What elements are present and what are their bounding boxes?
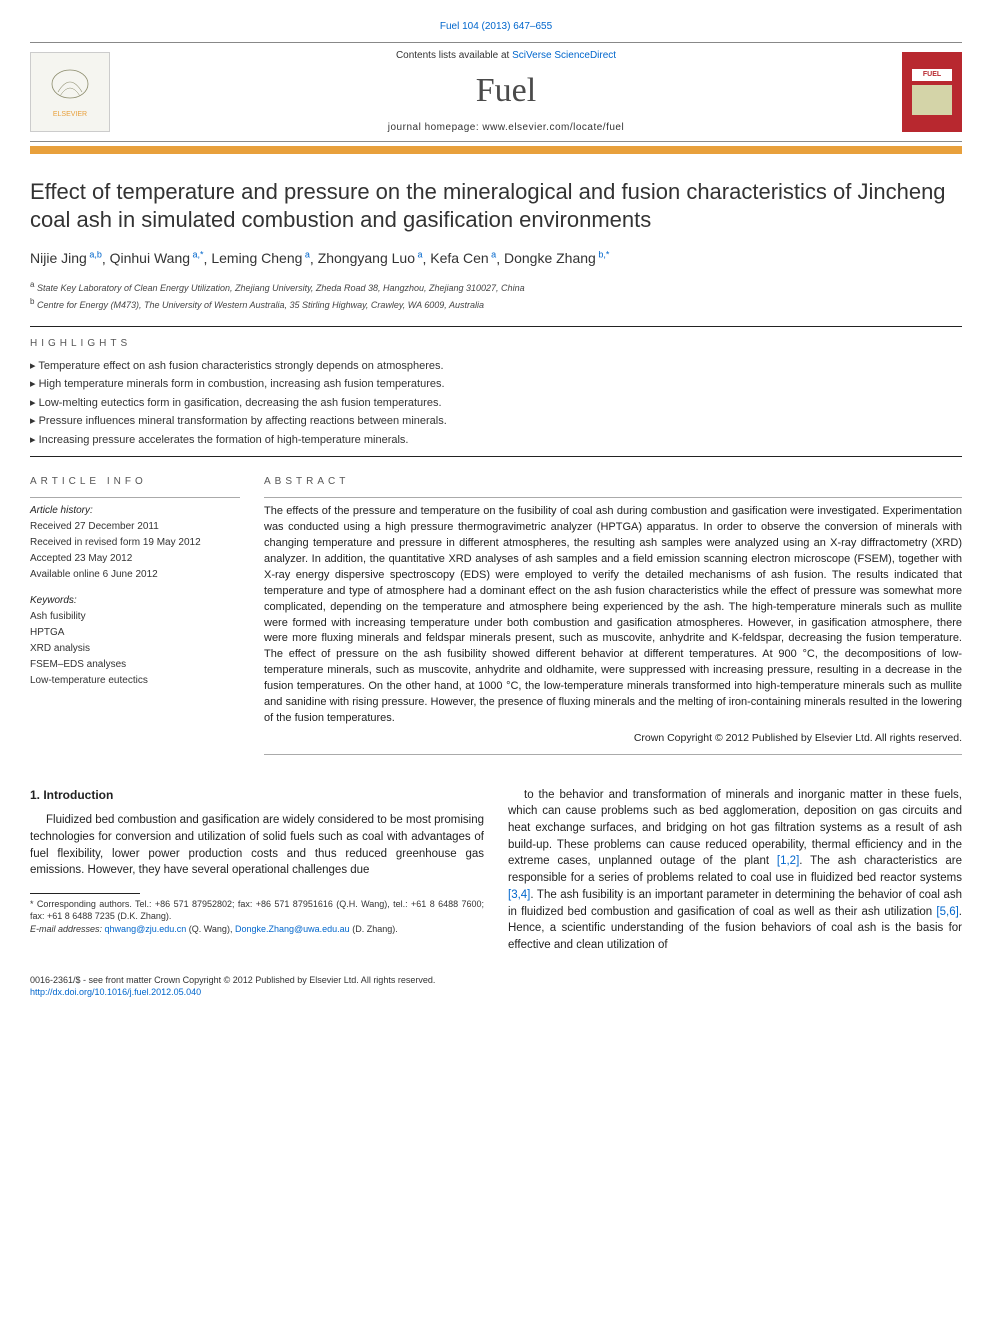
divider-light <box>264 754 962 755</box>
contents-text: Contents lists available at <box>396 50 509 61</box>
email-2[interactable]: Dongke.Zhang@uwa.edu.au <box>235 924 350 934</box>
highlights-list: Temperature effect on ash fusion charact… <box>30 359 962 448</box>
reference-link[interactable]: [5,6] <box>936 906 958 918</box>
reference-link[interactable]: [1,2] <box>777 855 799 867</box>
affiliations: a State Key Laboratory of Clean Energy U… <box>30 279 962 312</box>
article-info-heading: ARTICLE INFO <box>30 475 240 489</box>
abstract-heading: ABSTRACT <box>264 475 962 489</box>
cover-title: FUEL <box>912 69 952 81</box>
corresponding-author-note: * Corresponding authors. Tel.: +86 571 8… <box>30 898 484 923</box>
introduction-heading: 1. Introduction <box>30 787 484 804</box>
author-sup: a <box>489 250 497 260</box>
reference-link[interactable]: [3,4] <box>508 889 530 901</box>
email-2-who: (D. Zhang). <box>352 924 398 934</box>
info-abstract-row: ARTICLE INFO Article history: Received 2… <box>30 465 962 761</box>
keywords-block: Keywords: Ash fusibility HPTGA XRD analysi… <box>30 594 240 688</box>
history-received: Received 27 December 2011 <box>30 520 240 534</box>
author-sup: a <box>415 250 423 260</box>
highlight-item: Low-melting eutectics form in gasificati… <box>30 396 962 411</box>
email-1-who: (Q. Wang), <box>189 924 233 934</box>
journal-name: Fuel <box>110 67 902 115</box>
author-sup: a,* <box>190 250 204 260</box>
journal-citation: Fuel 104 (2013) 647–655 <box>30 20 962 34</box>
author: Dongke Zhang b,* <box>504 250 609 266</box>
affiliation: b Centre for Energy (M473), The Universi… <box>30 296 962 313</box>
author: Leming Cheng a <box>211 250 310 266</box>
author: Kefa Cen a <box>430 250 496 266</box>
contents-available: Contents lists available at SciVerse Sci… <box>110 49 902 63</box>
history-label: Article history: <box>30 504 240 518</box>
left-body-column: 1. Introduction Fluidized bed combustion… <box>30 787 484 954</box>
keyword: Ash fusibility <box>30 610 240 624</box>
abstract-text: The effects of the pressure and temperat… <box>264 504 962 727</box>
abstract-column: ABSTRACT The effects of the pressure and… <box>264 465 962 761</box>
highlights-heading: HIGHLIGHTS <box>30 337 962 351</box>
sciencedirect-link[interactable]: SciVerse ScienceDirect <box>512 50 616 61</box>
header-center: Contents lists available at SciVerse Sci… <box>110 49 902 135</box>
author-sup: a,b <box>87 250 102 260</box>
article-info-column: ARTICLE INFO Article history: Received 2… <box>30 465 240 761</box>
divider-light <box>30 497 240 498</box>
author: Qinhui Wang a,* <box>110 250 204 266</box>
front-matter-line: 0016-2361/$ - see front matter Crown Cop… <box>30 974 962 987</box>
author-sup: a <box>302 250 310 260</box>
footnotes: * Corresponding authors. Tel.: +86 571 8… <box>30 898 484 936</box>
highlight-item: Temperature effect on ash fusion charact… <box>30 359 962 374</box>
doi-link[interactable]: http://dx.doi.org/10.1016/j.fuel.2012.05… <box>30 987 201 997</box>
history-accepted: Accepted 23 May 2012 <box>30 552 240 566</box>
authors-list: Nijie Jing a,b, Qinhui Wang a,*, Leming … <box>30 249 962 269</box>
journal-homepage: journal homepage: www.elsevier.com/locat… <box>110 121 902 135</box>
body-text-columns: 1. Introduction Fluidized bed combustion… <box>30 787 962 954</box>
bottom-copyright: 0016-2361/$ - see front matter Crown Cop… <box>30 974 962 999</box>
author-sup: b,* <box>596 250 610 260</box>
email-addresses: E-mail addresses: qhwang@zju.edu.cn (Q. … <box>30 923 484 936</box>
highlight-item: Increasing pressure accelerates the form… <box>30 433 962 448</box>
email-1[interactable]: qhwang@zju.edu.cn <box>105 924 187 934</box>
article-title: Effect of temperature and pressure on th… <box>30 178 962 235</box>
journal-cover: FUEL <box>902 52 962 132</box>
footnote-separator <box>30 893 140 894</box>
highlight-item: Pressure influences mineral transformati… <box>30 414 962 429</box>
author: Nijie Jing a,b <box>30 250 102 266</box>
abstract-copyright: Crown Copyright © 2012 Published by Else… <box>264 731 962 746</box>
divider <box>30 326 962 327</box>
history-revised: Received in revised form 19 May 2012 <box>30 536 240 550</box>
svg-text:ELSEVIER: ELSEVIER <box>53 111 87 118</box>
author: Zhongyang Luo a <box>318 250 423 266</box>
history-online: Available online 6 June 2012 <box>30 568 240 582</box>
right-body-column: to the behavior and transformation of mi… <box>508 787 962 954</box>
keyword: HPTGA <box>30 626 240 640</box>
keyword: FSEM–EDS analyses <box>30 658 240 672</box>
email-label: E-mail addresses: <box>30 924 102 934</box>
journal-header: ELSEVIER Contents lists available at Sci… <box>30 42 962 142</box>
divider-light <box>264 497 962 498</box>
highlight-item: High temperature minerals form in combus… <box>30 377 962 392</box>
elsevier-logo: ELSEVIER <box>30 52 110 132</box>
affiliation: a State Key Laboratory of Clean Energy U… <box>30 279 962 296</box>
orange-accent-bar <box>30 146 962 154</box>
intro-paragraph-left: Fluidized bed combustion and gasificatio… <box>30 812 484 879</box>
article-history: Article history: Received 27 December 20… <box>30 504 240 582</box>
divider <box>30 456 962 457</box>
cover-image-placeholder <box>912 85 952 115</box>
intro-paragraph-right: to the behavior and transformation of mi… <box>508 787 962 954</box>
keyword: XRD analysis <box>30 642 240 656</box>
keyword: Low-temperature eutectics <box>30 674 240 688</box>
keywords-label: Keywords: <box>30 594 240 608</box>
